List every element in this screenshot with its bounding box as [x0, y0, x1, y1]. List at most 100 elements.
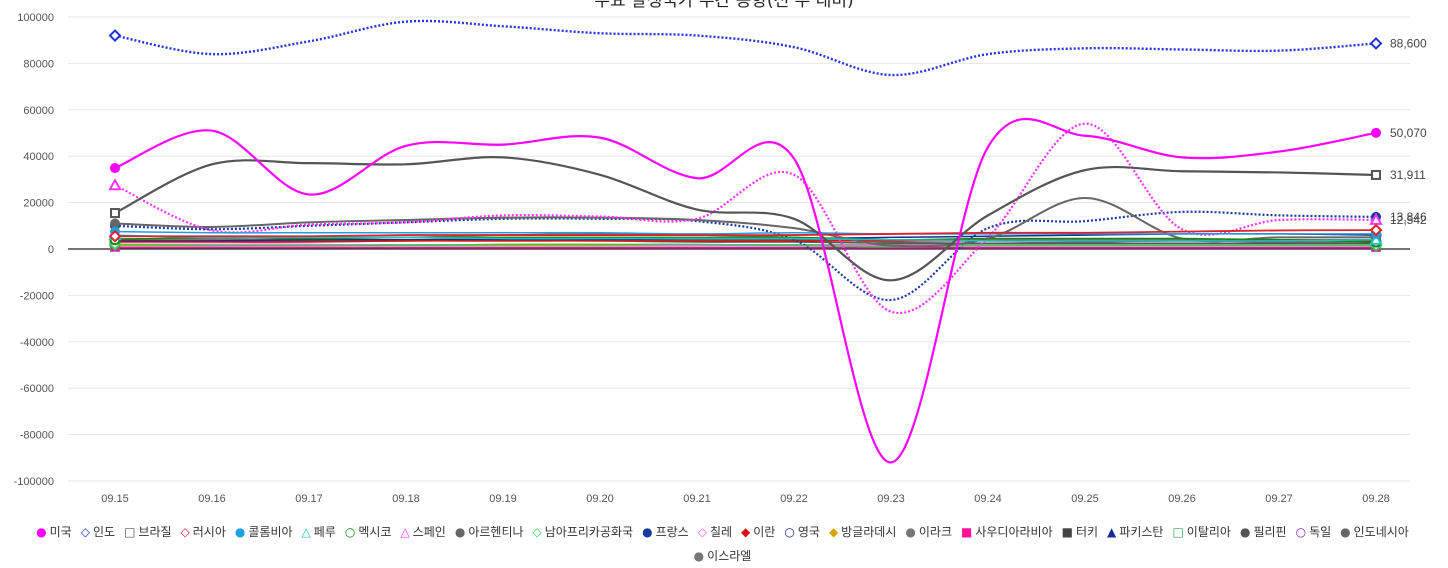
y-tick-label: -80000 — [20, 430, 54, 442]
legend-item: ● 이라크 — [905, 520, 952, 544]
legend-label: 콜롬비아 — [248, 525, 292, 539]
legend-item: ■터키 — [1062, 520, 1098, 544]
legend-item: ◇칠레 — [698, 520, 732, 544]
legend-marker: □ — [1172, 520, 1183, 544]
end-data-label: 12,542 — [1390, 213, 1427, 227]
y-tick-label: 0 — [48, 244, 54, 256]
legend-item: ● 프랑스 — [642, 520, 689, 544]
legend-marker: ◆ — [829, 520, 838, 544]
legend-marker: △ — [400, 520, 409, 544]
legend-label: 이라크 — [919, 525, 952, 539]
legend-label: 이란 — [753, 525, 775, 539]
legend-marker: ○ — [1296, 520, 1306, 544]
series-group — [110, 21, 1381, 462]
legend-item: △ 스페인 — [400, 520, 445, 544]
legend-item: ●아르헨티나 — [455, 520, 524, 544]
legend-marker: ● — [905, 520, 915, 544]
legend-item: ●콜롬비아 — [235, 520, 293, 544]
legend-marker: △ — [302, 520, 311, 544]
legend-label: 방글라데시 — [841, 525, 896, 539]
x-tick-label: 09.16 — [198, 493, 226, 505]
legend-item: ○멕시코 — [345, 520, 392, 544]
legend-item: ●필리핀 — [1240, 520, 1287, 544]
legend-item: △페루 — [302, 520, 336, 544]
end-data-label: 31,911 — [1390, 168, 1426, 182]
x-tick-label: 09.21 — [683, 493, 711, 505]
legend-item: ●이스라엘 — [694, 544, 752, 568]
legend-label: 칠레 — [710, 525, 732, 539]
legend-marker: □ — [124, 520, 135, 544]
y-tick-label: 20000 — [23, 198, 54, 210]
x-tick-label: 09.18 — [392, 493, 420, 505]
series-point — [111, 209, 119, 217]
x-tick-label: 09.24 — [974, 493, 1002, 505]
gridlines — [68, 17, 1410, 481]
legend-label: 멕시코 — [358, 525, 391, 539]
x-tick-label: 09.22 — [780, 493, 808, 505]
end-data-label: 50,070 — [1390, 126, 1427, 140]
y-axis-ticks: 100000800006000040000200000-20000-40000-… — [14, 12, 54, 488]
legend-label: 이탈리아 — [1187, 525, 1231, 539]
series-point — [1372, 171, 1380, 179]
legend-marker: ▲ — [1107, 520, 1116, 544]
x-tick-label: 09.27 — [1265, 493, 1293, 505]
legend-marker: ● — [694, 544, 704, 568]
series-point — [110, 163, 120, 173]
series-line — [115, 157, 1376, 280]
y-tick-label: -100000 — [14, 476, 54, 488]
legend-marker: ◇ — [181, 520, 190, 544]
legend-marker: ● — [235, 520, 245, 544]
legend-marker: ◇ — [698, 520, 707, 544]
y-tick-label: 80000 — [23, 58, 54, 70]
legend-marker: ◇ — [533, 520, 542, 544]
y-tick-label: 60000 — [23, 105, 54, 117]
x-tick-label: 09.23 — [877, 493, 905, 505]
legend-label: 터키 — [1076, 525, 1098, 539]
legend-marker: ◆ — [741, 520, 750, 544]
legend-label: 미국 — [50, 525, 72, 539]
x-tick-label: 09.20 — [586, 493, 614, 505]
legend-item: ■사우디아라비아 — [961, 520, 1053, 544]
legend-marker: ● — [642, 520, 652, 544]
series-point — [110, 31, 120, 41]
legend-item: ◇남아프리카공화국 — [533, 520, 634, 544]
legend-label: 인도 — [93, 525, 115, 539]
legend-marker: ● — [36, 520, 46, 544]
legend-item: ◆이란 — [741, 520, 775, 544]
series-3 — [111, 157, 1380, 280]
legend-label: 파키스탄 — [1119, 525, 1163, 539]
series-2 — [110, 21, 1381, 75]
legend-label: 아르헨티나 — [468, 525, 523, 539]
legend-label: 스페인 — [413, 525, 446, 539]
series-point — [110, 180, 120, 189]
legend-item: ◇인도 — [81, 520, 115, 544]
x-tick-label: 09.26 — [1168, 493, 1196, 505]
legend-item: ○독일 — [1296, 520, 1332, 544]
legend-label: 남아프리카공화국 — [545, 525, 633, 539]
legend-label: 영국 — [798, 525, 820, 539]
series-line — [115, 21, 1376, 75]
x-tick-label: 09.28 — [1362, 493, 1390, 505]
legend-marker: ◇ — [81, 520, 90, 544]
x-tick-label: 09.17 — [295, 493, 323, 505]
y-tick-label: 40000 — [23, 151, 54, 163]
legend-marker: ● — [1340, 520, 1350, 544]
series-point — [1371, 128, 1381, 138]
line-chart: 주요 발생국가 주간 동향(전 주 대비) 100000800006000040… — [0, 0, 1448, 520]
legend-label: 페루 — [314, 525, 336, 539]
legend-item: ▲파키스탄 — [1107, 520, 1163, 544]
legend-item: ● 인도네시아 — [1340, 520, 1409, 544]
legend-label: 프랑스 — [656, 525, 689, 539]
legend-label: 인도네시아 — [1354, 525, 1409, 539]
x-tick-label: 09.25 — [1071, 493, 1099, 505]
legend-marker: ● — [455, 520, 465, 544]
legend-label: 독일 — [1309, 525, 1331, 539]
y-tick-label: -20000 — [20, 290, 54, 302]
legend-label: 이스라엘 — [707, 549, 751, 563]
y-tick-label: -60000 — [20, 383, 54, 395]
x-tick-label: 09.15 — [101, 493, 129, 505]
legend-marker: ■ — [961, 520, 972, 544]
y-tick-label: -40000 — [20, 337, 54, 349]
